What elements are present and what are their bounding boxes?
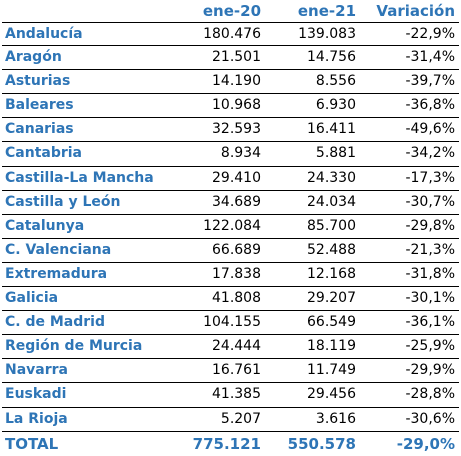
ene20-cell: 34.689 <box>212 193 261 210</box>
table-body: Andalucía 180.476 139.083 -22,9% Aragón 21.50… <box>2 22 459 432</box>
table-row: Navarra 16.761 11.749 -29,9% <box>2 359 459 384</box>
table-row: Canarias 32.593 16.411 -49,6% <box>2 118 459 143</box>
ene20-cell: 32.593 <box>212 121 261 138</box>
variacion-cell: -34,2% <box>405 145 455 162</box>
table-row: C. de Madrid 104.155 66.549 -36,1% <box>2 311 459 336</box>
table-row: Baleares 10.968 6.930 -36,8% <box>2 94 459 119</box>
ene21-cell: 14.756 <box>307 49 356 66</box>
ene21-cell: 66.549 <box>307 314 356 331</box>
region-cell: Navarra <box>5 362 68 379</box>
region-cell: Asturias <box>5 73 71 90</box>
ene21-cell: 139.083 <box>298 26 356 42</box>
table-row: Castilla y León 34.689 24.034 -30,7% <box>2 191 459 215</box>
table-row: Aragón 21.501 14.756 -31,4% <box>2 46 459 71</box>
variacion-cell: -36,1% <box>405 314 455 331</box>
ene20-cell: 41.385 <box>212 386 261 403</box>
ene20-cell: 16.761 <box>212 362 261 379</box>
table-row: Asturias 14.190 8.556 -39,7% <box>2 70 459 95</box>
ene21-cell: 52.488 <box>307 241 356 258</box>
ene21-cell: 5.881 <box>315 145 356 162</box>
variacion-cell: -28,8% <box>405 386 455 403</box>
header-ene20: ene-20 <box>202 2 261 20</box>
variacion-cell: -22,9% <box>405 26 455 42</box>
ene21-cell: 6.930 <box>315 97 356 114</box>
region-cell: Cantabria <box>5 145 82 162</box>
table-row: Catalunya 122.084 85.700 -29,8% <box>2 215 459 239</box>
ene20-cell: 8.934 <box>220 145 261 162</box>
region-cell: La Rioja <box>5 410 68 427</box>
table-row: Andalucía 180.476 139.083 -22,9% <box>2 22 459 47</box>
header-variacion: Variación <box>376 2 455 20</box>
table-header: ene-20 ene-21 Variación <box>2 0 459 22</box>
variacion-cell: -39,7% <box>405 73 455 90</box>
ene20-cell: 21.501 <box>212 49 261 66</box>
ene20-cell: 66.689 <box>212 241 261 258</box>
total-label: TOTAL <box>5 434 59 453</box>
ene21-cell: 24.330 <box>307 169 356 186</box>
variacion-cell: -21,3% <box>405 241 455 258</box>
ene20-cell: 122.084 <box>203 217 261 234</box>
ene21-cell: 12.168 <box>307 265 356 282</box>
region-cell: Aragón <box>5 49 62 66</box>
region-cell: Castilla-La Mancha <box>5 169 154 186</box>
region-cell: Baleares <box>5 97 74 114</box>
variacion-cell: -30,1% <box>405 290 455 307</box>
region-cell: Andalucía <box>5 26 83 42</box>
variacion-cell: -25,9% <box>405 338 455 355</box>
ene21-cell: 16.411 <box>307 121 356 138</box>
ene21-cell: 11.749 <box>307 362 356 379</box>
region-cell: Canarias <box>5 121 74 138</box>
region-cell: Extremadura <box>5 265 108 282</box>
table-row: Euskadi 41.385 29.456 -28,8% <box>2 383 459 408</box>
ene20-cell: 17.838 <box>212 265 261 282</box>
region-cell: C. Valenciana <box>5 241 112 258</box>
region-cell: Catalunya <box>5 217 85 234</box>
ene21-cell: 8.556 <box>315 73 356 90</box>
region-cell: Euskadi <box>5 386 67 403</box>
ene20-cell: 41.808 <box>212 290 261 307</box>
ene20-cell: 10.968 <box>212 97 261 114</box>
region-cell: Región de Murcia <box>5 338 143 355</box>
total-row: TOTAL 775.121 550.578 -29,0% <box>2 432 459 456</box>
ene21-cell: 3.616 <box>315 410 356 427</box>
ene21-cell: 85.700 <box>307 217 356 234</box>
variacion-cell: -49,6% <box>405 121 455 138</box>
ene21-cell: 24.034 <box>307 193 356 210</box>
region-cell: C. de Madrid <box>5 314 105 331</box>
variacion-cell: -30,6% <box>405 410 455 427</box>
table-row: C. Valenciana 66.689 52.488 -21,3% <box>2 239 459 263</box>
variacion-cell: -31,8% <box>405 265 455 282</box>
header-ene21: ene-21 <box>297 2 356 20</box>
table-row: Extremadura 17.838 12.168 -31,8% <box>2 263 459 288</box>
variacion-cell: -31,4% <box>405 49 455 66</box>
ene20-cell: 14.190 <box>212 73 261 90</box>
variacion-cell: -17,3% <box>405 169 455 186</box>
region-cell: Galicia <box>5 290 59 307</box>
ene21-cell: 29.456 <box>307 386 356 403</box>
region-cell: Castilla y León <box>5 193 121 210</box>
total-ene20: 775.121 <box>192 434 261 453</box>
variacion-cell: -29,9% <box>405 362 455 379</box>
table-row: Galicia 41.808 29.207 -30,1% <box>2 287 459 312</box>
ene21-cell: 29.207 <box>307 290 356 307</box>
table-row: La Rioja 5.207 3.616 -30,6% <box>2 408 459 432</box>
ene20-cell: 104.155 <box>203 314 261 331</box>
ene21-cell: 18.119 <box>307 338 356 355</box>
table-row: Cantabria 8.934 5.881 -34,2% <box>2 142 459 167</box>
table-row: Región de Murcia 24.444 18.119 -25,9% <box>2 335 459 360</box>
ene20-cell: 5.207 <box>220 410 261 427</box>
variacion-cell: -36,8% <box>405 97 455 114</box>
table-row: Castilla-La Mancha 29.410 24.330 -17,3% <box>2 167 459 191</box>
variacion-cell: -29,8% <box>405 217 455 234</box>
total-variacion: -29,0% <box>396 434 455 453</box>
ene20-cell: 29.410 <box>212 169 261 186</box>
ene20-cell: 24.444 <box>212 338 261 355</box>
ene20-cell: 180.476 <box>203 26 261 42</box>
header-region-cell <box>2 0 172 22</box>
total-ene21: 550.578 <box>287 434 356 453</box>
variacion-cell: -30,7% <box>405 193 455 210</box>
